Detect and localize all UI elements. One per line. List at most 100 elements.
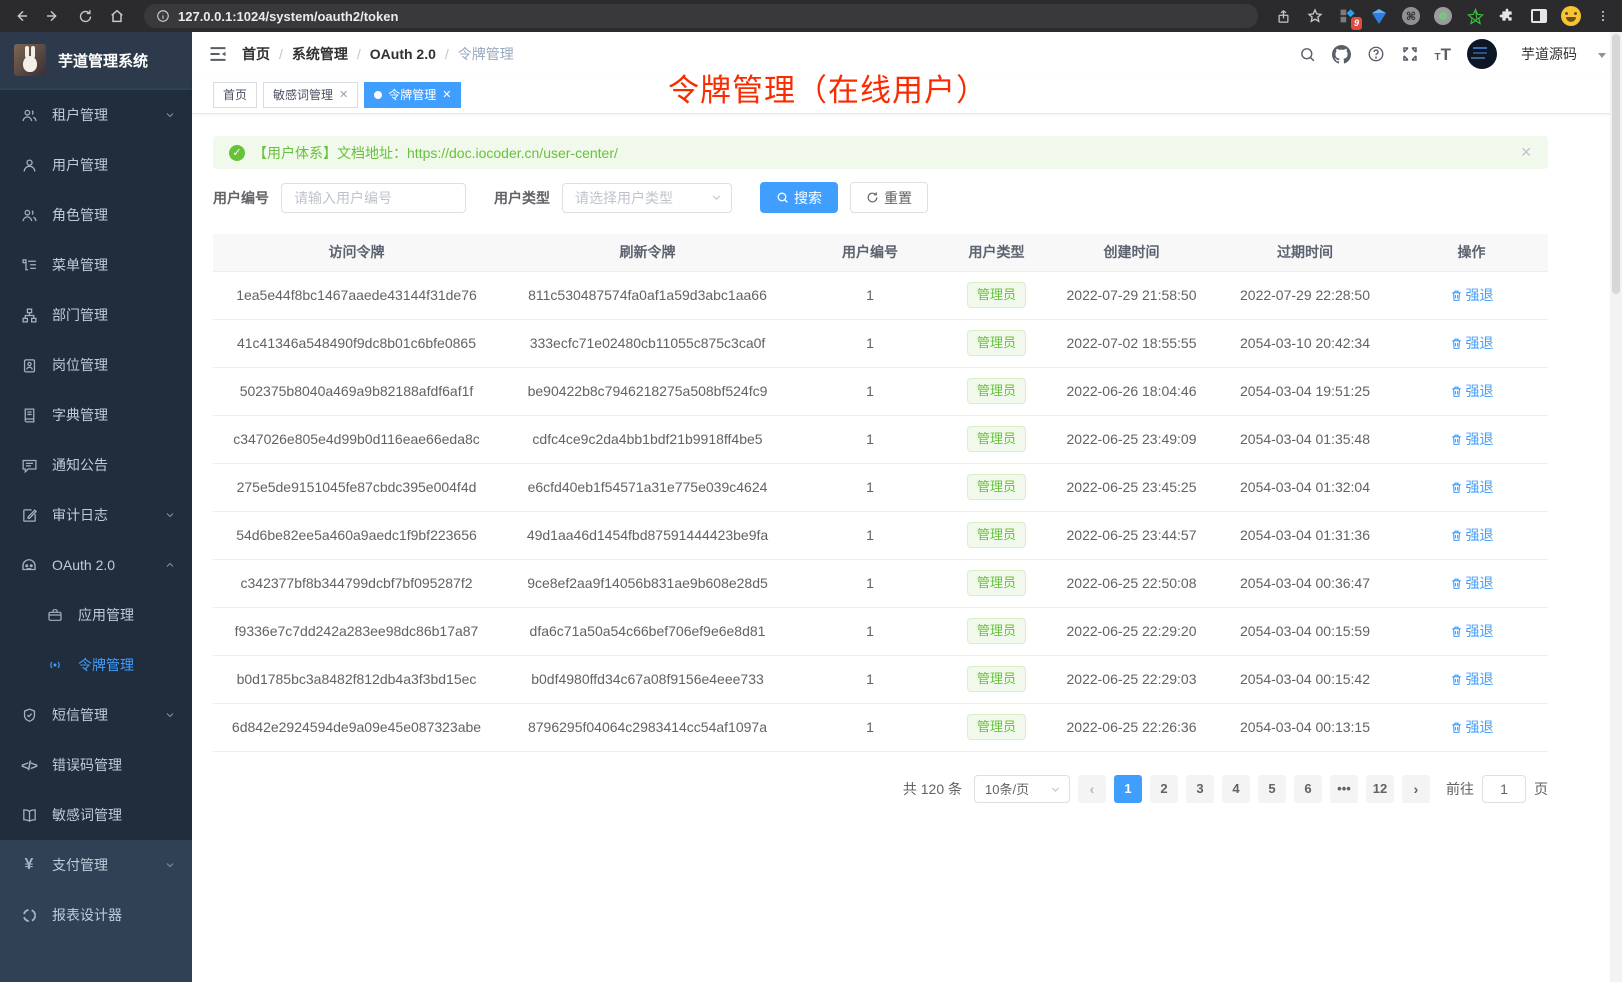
sidebar-item-oauth-token[interactable]: 令牌管理 [0,640,192,690]
prev-page-button[interactable]: ‹ [1078,774,1106,803]
reset-button[interactable]: 重置 [850,182,928,213]
command-extension-icon[interactable]: ⌘ [1400,5,1422,27]
breadcrumb-home[interactable]: 首页 [242,46,270,62]
tab-home[interactable]: 首页 [213,81,258,108]
tab-sensitive-words[interactable]: 敏感词管理 ✕ [263,81,359,108]
share-icon[interactable] [1272,5,1294,27]
green-star-extension-icon[interactable] [1464,5,1486,27]
close-icon[interactable]: ✕ [442,89,452,101]
force-logout-button[interactable]: 强退 [1450,333,1494,353]
breadcrumb-system[interactable]: 系统管理 [291,46,348,62]
force-logout-button[interactable]: 强退 [1450,525,1494,545]
create-time-cell: 2022-06-25 23:49:09 [1048,415,1215,464]
sidebar-item-sensitive[interactable]: 敏感词管理 [0,790,192,840]
site-info-icon[interactable] [156,9,170,23]
page-button-2[interactable]: 2 [1150,774,1178,803]
browser-menu-icon[interactable] [1592,5,1614,27]
sidebar-item-report[interactable]: 报表设计器 [0,890,192,940]
user-type-cell: 管理员 [945,559,1048,608]
sidebar-item-tenant[interactable]: 租户管理 [0,90,192,140]
next-page-button[interactable]: › [1402,774,1430,803]
page-scrollbar[interactable] [1610,32,1622,982]
user-type-select-input[interactable] [562,182,732,213]
app-logo[interactable]: 芋道管理系统 [0,32,192,88]
annotation-text: 令牌管理（在线用户） [668,73,988,108]
sidebar-item-errcode[interactable]: </> 错误码管理 [0,740,192,790]
chevron-down-icon [1049,783,1062,796]
user-type-badge: 管理员 [966,618,1026,644]
force-logout-button[interactable]: 强退 [1450,429,1494,449]
search-icon[interactable] [1299,46,1316,63]
sidebar-item-menu[interactable]: 菜单管理 [0,240,192,290]
sidebar-item-dict[interactable]: 字典管理 [0,390,192,440]
page-ellipsis[interactable]: ••• [1330,774,1358,803]
sidebar-item-user[interactable]: 用户管理 [0,140,192,190]
force-logout-button[interactable]: 强退 [1450,381,1494,401]
address-bar[interactable]: 127.0.0.1:1024/system/oauth2/token [144,4,1258,28]
goto-page-input[interactable] [1482,774,1526,803]
force-logout-button[interactable]: 强退 [1450,717,1494,737]
sidebar-item-oauth[interactable]: OAuth 2.0 [0,540,192,590]
side-panel-icon[interactable] [1528,5,1550,27]
sidebar-item-label: 通知公告 [52,457,108,473]
browser-back-button[interactable] [8,3,34,29]
help-icon[interactable] [1367,45,1385,63]
sidebar-item-pay[interactable]: ¥ 支付管理 [0,840,192,890]
github-icon[interactable] [1331,44,1351,64]
sidebar-item-sms[interactable]: 短信管理 [0,690,192,740]
close-icon[interactable]: ✕ [339,89,349,101]
user-avatar[interactable] [1467,39,1497,69]
extensions-puzzle-icon[interactable] [1496,5,1518,27]
tags-view-bar: 首页 敏感词管理 ✕ 令牌管理 ✕ [192,76,1622,114]
extension-group-icon[interactable]: 9 [1336,5,1362,30]
fullscreen-icon[interactable] [1401,45,1419,63]
sidebar-item-dept[interactable]: 部门管理 [0,290,192,340]
force-logout-button[interactable]: 强退 [1450,621,1494,641]
user-name[interactable]: 芋道源码 [1521,46,1577,62]
profile-emoji-avatar[interactable] [1560,5,1582,27]
user-type-cell: 管理员 [945,607,1048,656]
user-type-badge: 管理员 [966,666,1026,692]
sidebar-item-notice[interactable]: 通知公告 [0,440,192,490]
bookmark-star-icon[interactable] [1304,5,1326,27]
sidebar-collapse-icon[interactable] [208,44,228,64]
user-menu-caret-icon[interactable] [1598,53,1606,58]
expire-time-cell: 2054-03-04 00:36:47 [1215,559,1395,608]
recorder-extension-icon[interactable] [1432,5,1454,27]
force-logout-button[interactable]: 强退 [1450,573,1494,593]
expire-time-cell: 2054-03-04 01:31:36 [1215,511,1395,560]
tab-token-management[interactable]: 令牌管理 ✕ [364,81,462,108]
browser-home-button[interactable] [104,3,130,29]
oauth-robot-icon [20,556,38,574]
force-logout-button[interactable]: 强退 [1450,669,1494,689]
trash-icon [1451,482,1461,493]
force-logout-button[interactable]: 强退 [1450,477,1494,497]
alert-doc-link[interactable]: https://doc.iocoder.cn/user-center/ [407,144,618,161]
alert-close-icon[interactable]: ✕ [1520,144,1532,160]
page-button-4[interactable]: 4 [1222,774,1250,803]
create-time-cell: 2022-06-25 23:44:57 [1048,511,1215,560]
page-button-12[interactable]: 12 [1366,774,1394,803]
dictionary-book-icon [20,407,38,424]
page-button-3[interactable]: 3 [1186,774,1214,803]
user-type-select[interactable] [562,182,732,213]
page-button-1[interactable]: 1 [1114,774,1142,803]
breadcrumb-oauth[interactable]: OAuth 2.0 [369,46,436,62]
action-cell: 强退 [1395,607,1548,656]
sidebar-item-post[interactable]: 岗位管理 [0,340,192,390]
page-button-5[interactable]: 5 [1258,774,1286,803]
sidebar-item-role[interactable]: 角色管理 [0,190,192,240]
browser-reload-button[interactable] [72,3,98,29]
browser-forward-button[interactable] [40,3,66,29]
col-user-type: 用户类型 [945,234,1048,272]
sidebar-item-oauth-app[interactable]: 应用管理 [0,590,192,640]
page-size-select[interactable]: 10条/页 [974,774,1070,803]
search-button[interactable]: 搜索 [760,182,838,213]
page-button-6[interactable]: 6 [1294,774,1322,803]
force-logout-button[interactable]: 强退 [1450,285,1494,305]
gem-extension-icon[interactable] [1368,5,1390,27]
user-id-input[interactable] [281,182,466,213]
sidebar-item-label: 审计日志 [52,507,108,523]
sidebar-item-audit[interactable]: 审计日志 [0,490,192,540]
